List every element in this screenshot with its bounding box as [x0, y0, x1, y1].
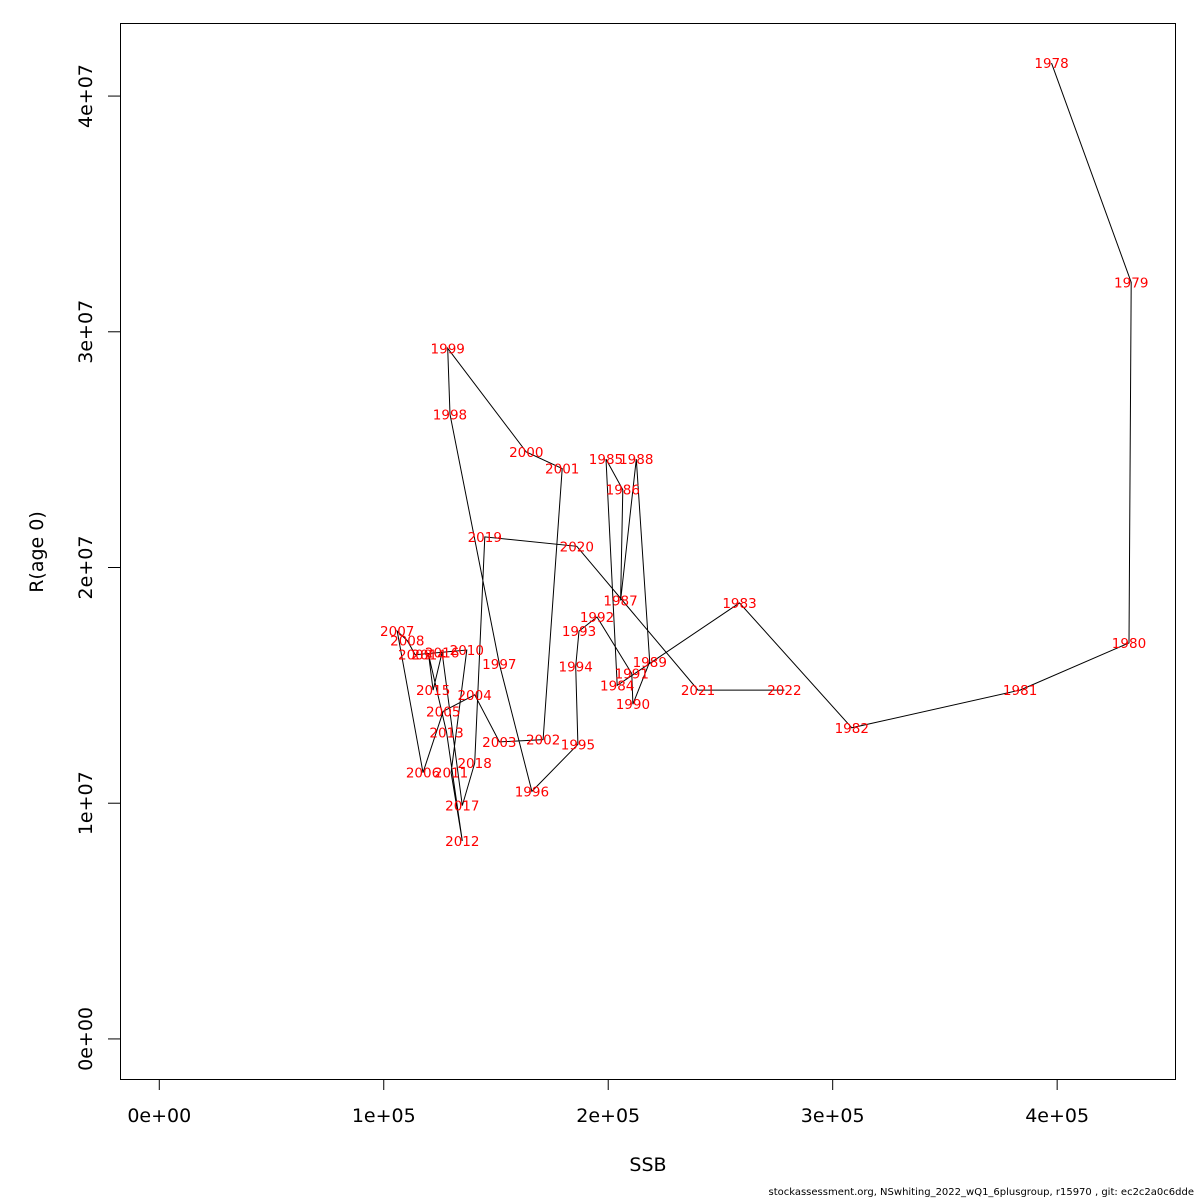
point-label-2004: 2004 [457, 688, 491, 704]
point-label-1989: 1989 [633, 655, 667, 671]
point-label-2010: 2010 [450, 643, 484, 659]
plot-frame [120, 23, 1176, 1080]
point-label-1991: 1991 [615, 667, 649, 683]
point-label-2012: 2012 [445, 834, 479, 850]
y-tick-label: 4e+07 [75, 64, 97, 128]
point-label-1987: 1987 [603, 594, 637, 610]
point-label-1986: 1986 [606, 483, 640, 499]
x-tick-label: 3e+05 [801, 1105, 865, 1127]
point-label-2011: 2011 [434, 766, 468, 782]
point-label-2019: 2019 [468, 530, 502, 546]
point-label-2008: 2008 [390, 634, 424, 650]
point-label-2013: 2013 [429, 726, 463, 742]
x-axis: 0e+00 1e+05 2e+05 3e+05 4e+05 [127, 1079, 1089, 1127]
x-tick-label: 1e+05 [352, 1105, 416, 1127]
point-label-1994: 1994 [558, 660, 592, 676]
point-label-1985: 1985 [589, 452, 623, 468]
point-label-2007: 2007 [380, 624, 414, 640]
point-label-2001: 2001 [545, 462, 579, 478]
x-tick-label: 2e+05 [576, 1105, 640, 1127]
point-label-2018: 2018 [457, 756, 491, 772]
y-axis: 0e+00 1e+07 2e+07 3e+07 4e+07 [75, 64, 121, 1071]
point-label-1996: 1996 [515, 784, 549, 800]
point-label-2017: 2017 [445, 799, 479, 815]
point-label-1983: 1983 [722, 596, 756, 612]
y-tick-label: 0e+00 [75, 1007, 97, 1071]
point-label-1995: 1995 [561, 737, 595, 753]
point-label-1988: 1988 [619, 452, 653, 468]
point-label-2021: 2021 [681, 683, 715, 699]
point-label-1979: 1979 [1114, 275, 1148, 291]
point-label-2016: 2016 [425, 645, 459, 661]
point-label-2009: 2009 [398, 648, 432, 664]
x-axis-title: SSB [629, 1154, 666, 1176]
point-label-1982: 1982 [835, 721, 869, 737]
point-label-2005: 2005 [426, 704, 460, 720]
y-tick-label: 1e+07 [75, 771, 97, 835]
point-label-1992: 1992 [580, 610, 614, 626]
x-tick-label: 4e+05 [1025, 1105, 1089, 1127]
x-tick-label: 0e+00 [127, 1105, 191, 1127]
point-label-1993: 1993 [562, 624, 596, 640]
point-label-2015: 2015 [416, 683, 450, 699]
point-label-1999: 1999 [431, 341, 465, 357]
point-label-2003: 2003 [482, 735, 516, 751]
point-label-1980: 1980 [1112, 636, 1146, 652]
sr-trajectory [396, 62, 1132, 841]
point-label-2002: 2002 [526, 733, 560, 749]
point-label-2020: 2020 [560, 539, 594, 555]
point-label-1984: 1984 [600, 678, 634, 694]
y-axis-title: R(age 0) [26, 511, 48, 593]
year-labels: 1978 1979 1980 1981 1982 1983 1984 1985 1986 1987… [380, 56, 1148, 850]
point-label-1978: 1978 [1034, 56, 1068, 72]
point-label-2000: 2000 [509, 445, 543, 461]
footer-credit: stockassessment.org, NSwhiting_2022_wQ1_… [768, 1187, 1194, 1198]
y-tick-label: 2e+07 [75, 536, 97, 600]
point-label-2014: 2014 [411, 648, 445, 664]
point-label-2006: 2006 [406, 766, 440, 782]
point-label-1998: 1998 [433, 407, 467, 423]
point-label-1997: 1997 [482, 657, 516, 673]
y-tick-label: 3e+07 [75, 300, 97, 364]
trajectory-line [396, 62, 1132, 841]
point-label-2022: 2022 [767, 683, 801, 699]
point-label-1981: 1981 [1003, 683, 1037, 699]
point-label-1990: 1990 [616, 697, 650, 713]
